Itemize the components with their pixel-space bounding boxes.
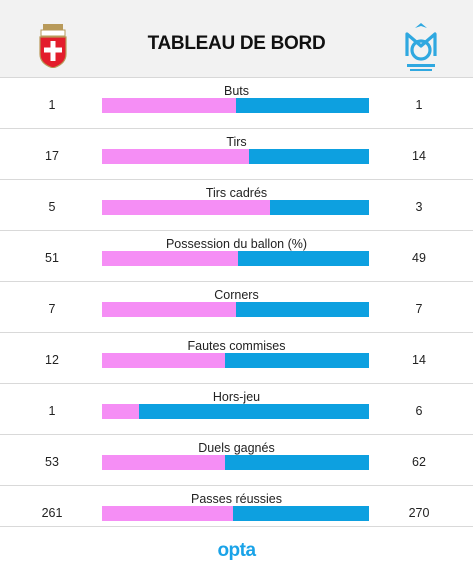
stat-row: Passes réussies 261 270 — [0, 486, 473, 536]
stat-row: Corners 7 7 — [0, 282, 473, 333]
home-bar-segment — [102, 200, 271, 215]
comparison-bar — [102, 353, 369, 368]
away-value: 1 — [415, 98, 423, 112]
comparison-bar — [102, 404, 369, 419]
home-bar-segment — [102, 98, 236, 113]
comparison-bar — [102, 455, 369, 470]
home-value: 261 — [41, 506, 63, 520]
home-bar-segment — [102, 302, 236, 317]
away-value: 14 — [412, 353, 426, 367]
home-bar-segment — [102, 506, 233, 521]
stat-row: Possession du ballon (%) 51 49 — [0, 231, 473, 282]
home-value: 1 — [48, 404, 56, 418]
stat-label: Duels gagnés — [198, 441, 275, 455]
home-value: 1 — [48, 98, 56, 112]
olympique-marseille-crest-icon — [405, 23, 437, 71]
home-value: 7 — [48, 302, 56, 316]
stat-label: Fautes commises — [187, 339, 286, 353]
stat-row: Tirs 17 14 — [0, 129, 473, 180]
scoreboard-header: TABLEAU DE BORD — [0, 0, 473, 78]
away-value: 14 — [412, 149, 426, 163]
stat-row: Tirs cadrés 5 3 — [0, 180, 473, 231]
home-bar-segment — [102, 353, 225, 368]
comparison-bar — [102, 302, 369, 317]
stat-label: Buts — [223, 84, 249, 98]
comparison-bar — [102, 98, 369, 113]
page-title: TABLEAU DE BORD — [147, 33, 326, 54]
stat-row: Duels gagnés 53 62 — [0, 435, 473, 486]
stat-row: Buts 1 1 — [0, 78, 473, 129]
away-value: 49 — [412, 251, 426, 265]
away-value: 3 — [415, 200, 423, 214]
stat-label: Hors-jeu — [212, 390, 261, 404]
away-value: 6 — [415, 404, 423, 418]
stat-label: Possession du ballon (%) — [165, 237, 308, 251]
comparison-bar — [102, 251, 369, 266]
comparison-bar — [102, 200, 369, 215]
home-bar-segment — [102, 455, 225, 470]
home-value: 53 — [45, 455, 59, 469]
evian-crest-icon — [39, 24, 67, 68]
stat-label: Tirs cadrés — [205, 186, 268, 200]
footer-divider — [0, 526, 473, 527]
home-bar-segment — [102, 251, 239, 266]
stat-row: Hors-jeu 1 6 — [0, 384, 473, 435]
opta-logo: opta — [217, 540, 256, 561]
stat-label: Corners — [214, 288, 259, 302]
home-value: 51 — [45, 251, 59, 265]
away-value: 270 — [408, 506, 430, 520]
home-value: 5 — [48, 200, 56, 214]
home-value: 17 — [45, 149, 59, 163]
home-value: 12 — [45, 353, 59, 367]
stat-label: Passes réussies — [190, 492, 282, 506]
stats-list: Buts 1 1 Tirs 17 14 Tirs cadrés 5 3 Possession du… — [0, 78, 473, 536]
away-value: 7 — [415, 302, 423, 316]
home-bar-segment — [102, 149, 249, 164]
comparison-bar — [102, 149, 369, 164]
stat-label: Tirs — [226, 135, 247, 149]
away-value: 62 — [412, 455, 426, 469]
comparison-bar — [102, 506, 369, 521]
stat-row: Fautes commises 12 14 — [0, 333, 473, 384]
home-bar-segment — [102, 404, 140, 419]
